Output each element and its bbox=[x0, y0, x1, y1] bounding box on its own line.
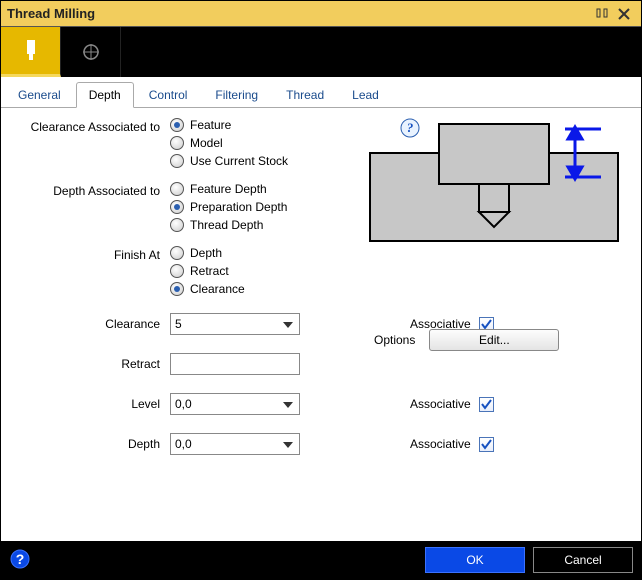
radio-icon[interactable] bbox=[170, 182, 184, 196]
associative-label: Associative bbox=[410, 437, 471, 451]
depth-assoc-option-2[interactable]: Thread Depth bbox=[170, 218, 287, 232]
radio-icon[interactable] bbox=[170, 282, 184, 296]
level-input[interactable]: 0,0 bbox=[170, 393, 300, 415]
tab-bar: GeneralDepthControlFilteringThreadLead bbox=[1, 77, 641, 108]
level-associative: Associative bbox=[410, 397, 494, 412]
radio-label: Depth bbox=[190, 246, 222, 260]
chevron-down-icon[interactable] bbox=[283, 399, 293, 413]
radio-label: Use Current Stock bbox=[190, 154, 288, 168]
svg-text:?: ? bbox=[16, 551, 25, 567]
depth-assoc-option-0[interactable]: Feature Depth bbox=[170, 182, 287, 196]
radio-icon[interactable] bbox=[170, 218, 184, 232]
associative-label: Associative bbox=[410, 397, 471, 411]
finish-at-option-2[interactable]: Clearance bbox=[170, 282, 245, 296]
associative-checkbox[interactable] bbox=[479, 437, 494, 452]
level-value: 0,0 bbox=[175, 397, 192, 411]
radio-label: Clearance bbox=[190, 282, 245, 296]
clearance-input[interactable]: 5 bbox=[170, 313, 300, 335]
tab-control[interactable]: Control bbox=[136, 82, 201, 107]
thread-milling-window: Thread Milling GeneralDepthControlFilter… bbox=[0, 0, 642, 580]
depth-input[interactable]: 0,0 bbox=[170, 433, 300, 455]
edit-button[interactable]: Edit... bbox=[429, 329, 559, 351]
radio-label: Model bbox=[190, 136, 223, 150]
pin-icon[interactable] bbox=[591, 5, 613, 23]
clearance-label: Clearance bbox=[15, 317, 170, 331]
toolstrip bbox=[1, 27, 641, 77]
finish-at-option-1[interactable]: Retract bbox=[170, 264, 245, 278]
radio-label: Feature Depth bbox=[190, 182, 267, 196]
level-label: Level bbox=[15, 397, 170, 411]
retract-input[interactable] bbox=[170, 353, 300, 375]
chevron-down-icon[interactable] bbox=[283, 319, 293, 333]
tab-lead[interactable]: Lead bbox=[339, 82, 392, 107]
radio-icon[interactable] bbox=[170, 264, 184, 278]
finish-at-group: Finish At Depth Retract Clearance bbox=[15, 246, 627, 296]
toolstrip-button-2[interactable] bbox=[61, 27, 121, 77]
tab-thread[interactable]: Thread bbox=[273, 82, 337, 107]
clearance-assoc-option-2[interactable]: Use Current Stock bbox=[170, 154, 288, 168]
clearance-assoc-option-1[interactable]: Model bbox=[170, 136, 288, 150]
level-row: Level 0,0 Associative bbox=[15, 390, 627, 418]
window-title: Thread Milling bbox=[7, 6, 591, 21]
options-panel: Options Edit... bbox=[374, 321, 619, 351]
depth-assoc-option-1[interactable]: Preparation Depth bbox=[170, 200, 287, 214]
retract-label: Retract bbox=[15, 357, 170, 371]
radio-label: Retract bbox=[190, 264, 229, 278]
clearance-diagram bbox=[369, 123, 619, 246]
radio-label: Thread Depth bbox=[190, 218, 263, 232]
clearance-assoc-option-0[interactable]: Feature bbox=[170, 118, 288, 132]
close-icon[interactable] bbox=[613, 5, 635, 23]
clearance-value: 5 bbox=[175, 317, 182, 331]
options-label: Options bbox=[374, 333, 419, 347]
toolstrip-button-1[interactable] bbox=[1, 27, 61, 77]
retract-row: Retract bbox=[15, 350, 627, 378]
radio-icon[interactable] bbox=[170, 136, 184, 150]
depth-assoc-label: Depth Associated to bbox=[15, 182, 170, 198]
footer-help-icon[interactable]: ? bbox=[9, 548, 31, 573]
radio-icon[interactable] bbox=[170, 200, 184, 214]
finish-at-option-0[interactable]: Depth bbox=[170, 246, 245, 260]
finish-at-label: Finish At bbox=[15, 246, 170, 262]
titlebar: Thread Milling bbox=[1, 1, 641, 27]
radio-icon[interactable] bbox=[170, 154, 184, 168]
tab-depth[interactable]: Depth bbox=[76, 82, 134, 108]
depth-label: Depth bbox=[15, 437, 170, 451]
associative-checkbox[interactable] bbox=[479, 397, 494, 412]
radio-label: Preparation Depth bbox=[190, 200, 287, 214]
cancel-button[interactable]: Cancel bbox=[533, 547, 633, 573]
tab-general[interactable]: General bbox=[5, 82, 74, 107]
tab-filtering[interactable]: Filtering bbox=[202, 82, 271, 107]
depth-value: 0,0 bbox=[175, 437, 192, 451]
ok-button[interactable]: OK bbox=[425, 547, 525, 573]
radio-label: Feature bbox=[190, 118, 231, 132]
radio-icon[interactable] bbox=[170, 246, 184, 260]
chevron-down-icon[interactable] bbox=[283, 439, 293, 453]
dialog-footer: ? OK Cancel bbox=[1, 541, 641, 579]
depth-associative: Associative bbox=[410, 437, 494, 452]
radio-icon[interactable] bbox=[170, 118, 184, 132]
clearance-assoc-label: Clearance Associated to bbox=[15, 118, 170, 134]
depth-row: Depth 0,0 Associative bbox=[15, 430, 627, 458]
